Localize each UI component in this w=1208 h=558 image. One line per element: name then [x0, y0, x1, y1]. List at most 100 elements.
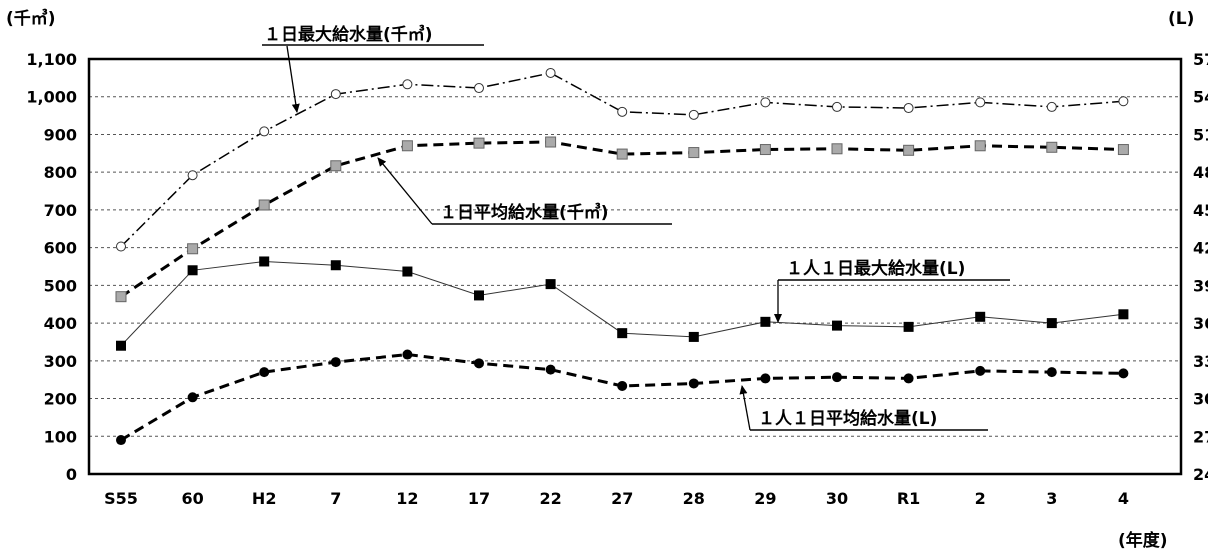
series-1-point — [473, 137, 485, 149]
annotation-per-capita-avg: １人１日平均給水量(L) — [758, 408, 937, 429]
series-0-point — [545, 67, 556, 78]
grid-lines — [89, 96, 1181, 437]
left-tick-label: 1,100 — [26, 50, 77, 69]
right-tick-label: 420 — [1193, 239, 1208, 258]
x-tick-label: 7 — [330, 489, 341, 508]
right-tick-label: 300 — [1193, 390, 1208, 409]
left-tick-label: 100 — [44, 427, 77, 446]
series-1-point — [1117, 144, 1129, 156]
left-tick-label: 700 — [44, 201, 77, 220]
x-tick-label: 2 — [975, 489, 986, 508]
left-tick-label: 500 — [44, 276, 77, 295]
series-1-point — [688, 147, 700, 159]
series-2-point — [1118, 309, 1129, 320]
x-tick-label: R1 — [897, 489, 920, 508]
left-tick-label: 200 — [44, 390, 77, 409]
left-tick-label: 300 — [44, 352, 77, 371]
series-0-point — [187, 170, 198, 181]
x-tick-label: 17 — [468, 489, 490, 508]
x-tick-label: 22 — [539, 489, 561, 508]
series-3-point — [903, 373, 914, 384]
series-1-point — [187, 243, 199, 255]
series-2-point — [903, 321, 914, 332]
series-3-point — [760, 373, 771, 384]
plot-frame — [87, 57, 1183, 476]
x-tick-label: 3 — [1046, 489, 1057, 508]
series-1-point — [330, 160, 342, 172]
series-1-point — [974, 140, 986, 152]
series-1-point — [616, 148, 628, 160]
series-3-point — [1118, 368, 1129, 379]
series-3-point — [474, 358, 484, 369]
annotation-avg-daily-arrow — [377, 157, 433, 225]
series-3-point — [688, 378, 699, 389]
left-tick-label: 600 — [44, 239, 77, 258]
series-2-point — [259, 256, 270, 267]
x-tick-label: 4 — [1118, 489, 1129, 508]
left-tick-label: 400 — [44, 314, 77, 333]
series-0-point — [760, 97, 771, 108]
series-2-point — [760, 316, 771, 327]
series-2-point — [975, 311, 986, 322]
annotation-per-capita-avg-arrow — [739, 385, 751, 431]
series-3-point — [187, 392, 198, 403]
series-0-point — [474, 83, 484, 94]
series-3-point — [975, 365, 986, 376]
series-3-point — [116, 435, 126, 446]
series-0-point — [975, 97, 986, 108]
right-tick-label: 240 — [1193, 465, 1208, 484]
annotations: １日最大給水量(千㎥) １日平均給水量(千㎥) １人１日最大給水量(L) １人１… — [262, 24, 1010, 431]
series-line-3 — [120, 352, 1124, 442]
series-3-point — [259, 367, 270, 378]
x-tick-label: 29 — [754, 489, 776, 508]
series-3-point — [617, 380, 628, 391]
right-tick-label: 450 — [1193, 201, 1208, 220]
series-2-point — [402, 266, 413, 277]
x-tick-label: 28 — [683, 489, 705, 508]
series-2-point — [116, 340, 126, 351]
right-tick-label: 360 — [1193, 314, 1208, 333]
series-0-point — [688, 109, 699, 120]
series-1-point — [1046, 141, 1058, 153]
series-group — [115, 67, 1129, 446]
series-0-point — [832, 101, 842, 112]
annotation-max-daily-arrow — [286, 45, 300, 113]
series-1-point — [401, 140, 413, 152]
left-tick-label: 900 — [44, 125, 77, 144]
series-1-point — [831, 143, 843, 155]
right-tick-label: 480 — [1193, 163, 1208, 182]
right-tick-label: 330 — [1193, 352, 1208, 371]
series-2-point — [545, 279, 556, 290]
series-0-point — [903, 103, 914, 114]
series-2-point — [832, 320, 842, 331]
series-0-point — [330, 89, 341, 100]
series-0-point — [116, 241, 126, 252]
x-axis-unit: (年度) — [1118, 530, 1168, 551]
x-tick-label: 60 — [181, 489, 203, 508]
series-0-point — [402, 79, 413, 90]
series-0-point — [617, 106, 628, 117]
series-3-point — [1046, 367, 1057, 378]
series-2-point — [1046, 318, 1057, 329]
series-line-1 — [120, 140, 1124, 298]
series-1-point — [759, 144, 771, 156]
right-tick-label: 570 — [1193, 50, 1208, 69]
series-line-0 — [120, 72, 1124, 248]
series-1-point — [258, 199, 270, 211]
right-tick-label: 540 — [1193, 88, 1208, 107]
right-tick-label: 510 — [1193, 125, 1208, 144]
x-tick-label: 12 — [396, 489, 418, 508]
annotation-avg-daily: １日平均給水量(千㎥) — [440, 202, 609, 223]
axis-ticks: 01002003004005006007008009001,0001,10024… — [26, 50, 1208, 508]
x-tick-label: 27 — [611, 489, 633, 508]
series-0-point — [1118, 96, 1129, 107]
series-2-point — [688, 331, 699, 342]
right-axis-unit: (L) — [1168, 9, 1194, 29]
left-tick-label: 1,000 — [26, 88, 77, 107]
series-2-point — [187, 265, 198, 276]
right-tick-label: 390 — [1193, 276, 1208, 295]
series-2-point — [474, 290, 484, 301]
series-3-point — [402, 349, 413, 360]
x-tick-label: H2 — [252, 489, 277, 508]
